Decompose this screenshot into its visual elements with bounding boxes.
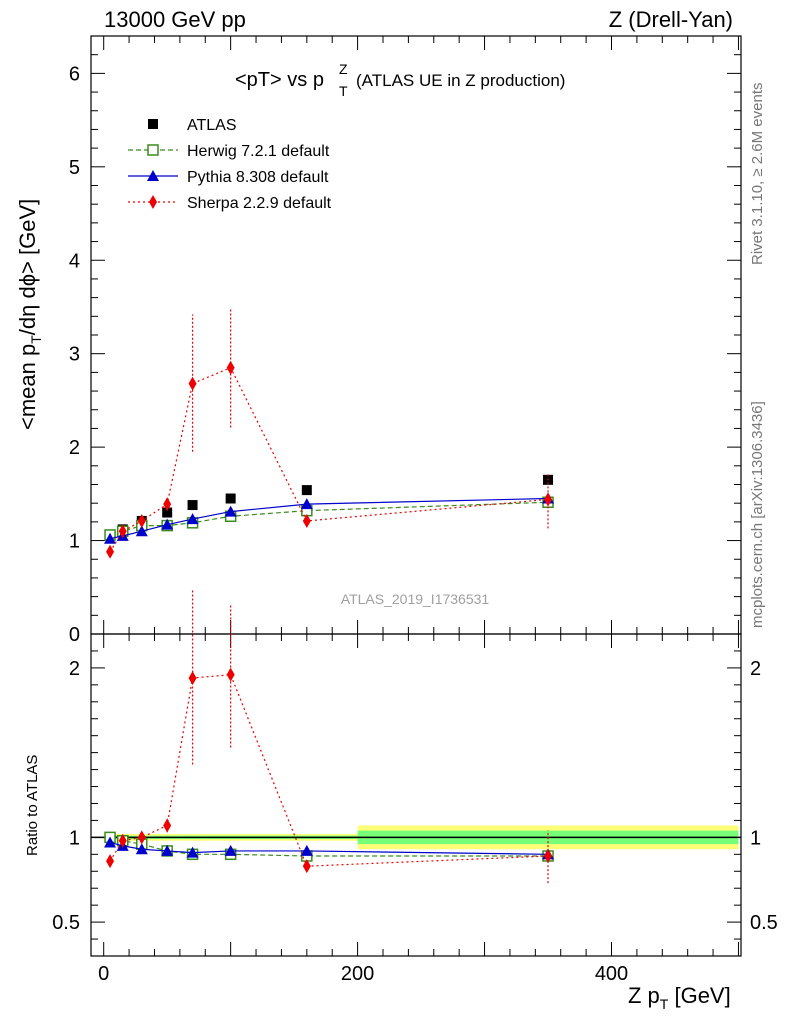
y-tick-label-main: 1	[69, 531, 80, 553]
main-point-sherpa	[137, 513, 146, 528]
ratio-point-pythia	[161, 844, 174, 856]
plot-title-main: <pT> vs p	[235, 69, 324, 91]
ratio-point-pythia	[224, 844, 237, 856]
ratio-band	[91, 825, 741, 850]
main-line-herwig	[109, 501, 549, 536]
ratio-point-pythia	[135, 843, 148, 855]
legend-label-sherpa: Sherpa 2.2.9 default	[187, 195, 332, 212]
main-point-pythia	[161, 518, 174, 530]
header-right: Z (Drell-Yan)	[609, 7, 733, 32]
legend-label-herwig: Herwig 7.2.1 default	[187, 143, 330, 160]
main-point-pythia	[300, 498, 313, 510]
y-tick-label-ratio-left: 2	[69, 658, 80, 680]
ratio-point-sherpa	[163, 818, 172, 833]
axis-ticks: 0 200 400 0 1 2 3 4 5 6 0.5 0.5 1 1 2 2	[52, 35, 778, 985]
ratio-point-sherpa	[226, 667, 235, 682]
ratio-point-sherpa	[118, 833, 127, 848]
main-ylabel: <mean pT/dη dϕ> [GeV]	[15, 199, 44, 430]
ratio-point-sherpa	[106, 854, 115, 869]
side-label-mcplots: mcplots.cern.ch [arXiv:1306.3436]	[749, 401, 766, 628]
legend-marker-sherpa	[149, 195, 157, 209]
legend-marker-herwig	[147, 144, 159, 156]
ratio-point-pythia	[300, 844, 313, 856]
y-tick-label-ratio-right: 2	[750, 658, 761, 680]
header-left: 13000 GeV pp	[104, 7, 246, 32]
data-marks	[104, 308, 555, 884]
ratio-ylabel: Ratio to ATLAS	[24, 755, 41, 856]
y-tick-label-ratio-right: 1	[750, 827, 761, 849]
side-label-rivet: Rivet 3.1.10, ≥ 2.6M events	[749, 83, 766, 266]
main-point-atlas	[225, 493, 236, 504]
ratio-point-sherpa	[137, 830, 146, 845]
ratio-point-sherpa	[188, 671, 197, 686]
ratio-point-pythia	[104, 836, 117, 848]
main-point-sherpa	[118, 524, 127, 539]
svg-text:Z pT [GeV]: Z pT [GeV]	[628, 983, 731, 1012]
legend-marker-pythia	[147, 170, 159, 181]
legend-marker-atlas	[148, 119, 158, 129]
main-point-pythia	[186, 513, 199, 525]
y-tick-label-main: 0	[69, 624, 80, 646]
plot-title-sub: T	[339, 83, 348, 99]
main-line-pythia	[109, 497, 549, 540]
ratio-frame	[90, 633, 742, 957]
legend-label-atlas: ATLAS	[187, 117, 237, 134]
main-point-sherpa	[106, 544, 115, 559]
x-tick-label: 200	[341, 963, 374, 985]
main-point-atlas	[162, 507, 173, 518]
ratio-point-pythia	[186, 846, 199, 858]
x-tick-label: 0	[98, 963, 109, 985]
plot-title: <pT> vs p Z T (ATLAS UE in Z production)	[235, 61, 565, 99]
main-point-sherpa	[188, 376, 197, 391]
y-tick-label-main: 4	[69, 250, 80, 272]
y-tick-label-main: 2	[69, 437, 80, 459]
legend: ATLAS Herwig 7.2.1 default Pythia 8.308 de…	[128, 117, 332, 212]
main-point-atlas	[301, 485, 312, 496]
y-tick-label-main: 5	[69, 157, 80, 179]
ratio-point-sherpa	[544, 849, 553, 864]
plot-title-sup: Z	[339, 61, 348, 77]
ratio-line-sherpa	[109, 674, 549, 867]
xlabel: Z pT [GeV]	[628, 983, 731, 1012]
main-point-sherpa	[302, 513, 311, 528]
y-tick-label-ratio-left: 1	[69, 827, 80, 849]
svg-text:<mean pT/dη dϕ> [GeV]: <mean pT/dη dϕ> [GeV]	[15, 199, 44, 430]
main-point-sherpa	[544, 492, 553, 507]
y-tick-label-main: 6	[69, 63, 80, 85]
plot-title-note: (ATLAS UE in Z production)	[356, 71, 565, 90]
main-point-pythia	[135, 525, 148, 537]
x-tick-label: 400	[595, 963, 628, 985]
ratio-point-sherpa	[302, 859, 311, 874]
y-tick-label-ratio-right: 0.5	[750, 912, 778, 934]
y-tick-label-main: 3	[69, 344, 80, 366]
main-point-sherpa	[226, 360, 235, 375]
watermark: ATLAS_2019_I1736531	[341, 591, 490, 607]
main-point-atlas	[187, 500, 198, 511]
y-tick-label-ratio-left: 0.5	[52, 912, 80, 934]
main-point-pythia	[224, 505, 237, 517]
main-point-pythia	[104, 532, 117, 544]
main-point-sherpa	[163, 497, 172, 512]
legend-label-pythia: Pythia 8.308 default	[187, 169, 329, 186]
